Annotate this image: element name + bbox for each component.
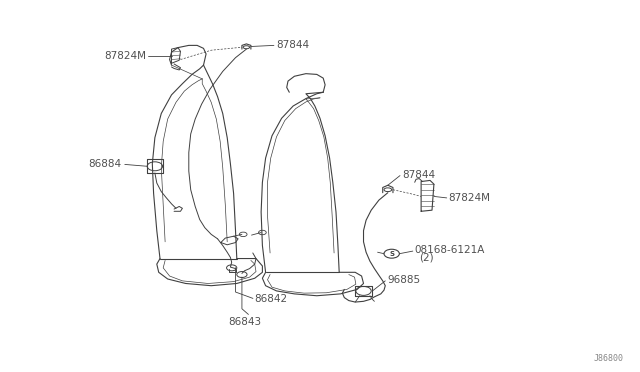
Text: (2): (2) [419,253,434,262]
Text: 08168-6121A: 08168-6121A [415,245,485,255]
Text: 87844: 87844 [276,41,310,50]
Text: 86842: 86842 [255,295,288,304]
Text: J86800: J86800 [594,354,624,363]
Text: 87844: 87844 [402,170,435,180]
Text: 86843: 86843 [228,317,261,327]
Text: S: S [389,251,394,257]
Text: 86884: 86884 [88,160,122,169]
Text: 87824M: 87824M [448,193,490,203]
Text: 87824M: 87824M [104,51,146,61]
Text: 96885: 96885 [387,275,420,285]
